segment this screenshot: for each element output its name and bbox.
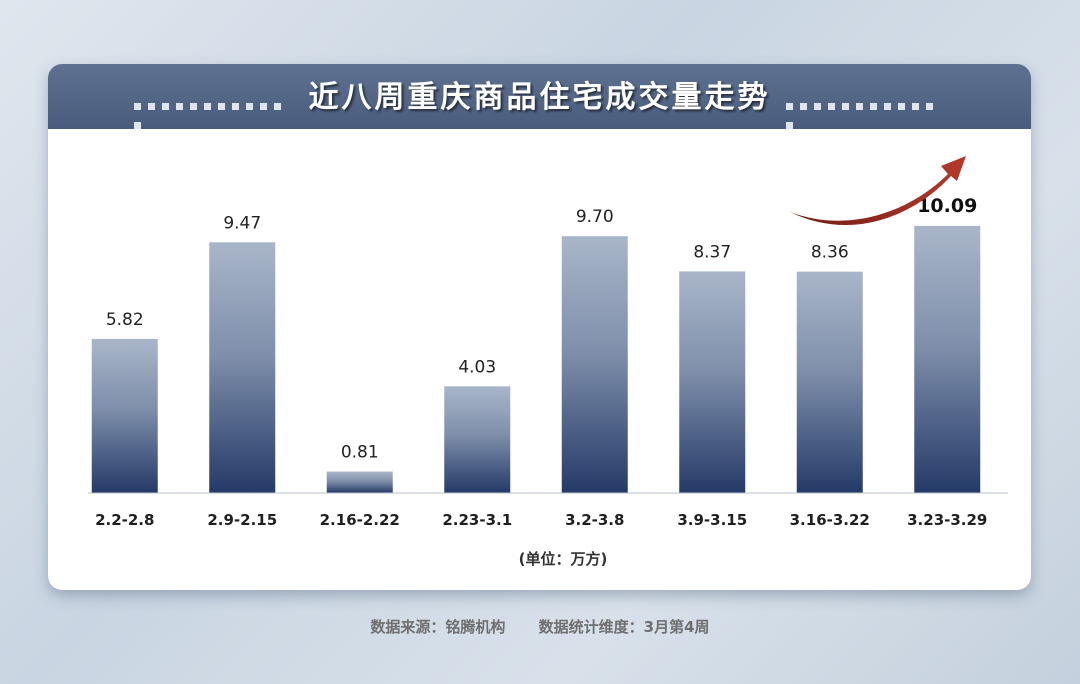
category-label: 3.23-3.29 <box>907 511 987 529</box>
unit-label: (单位：万方) <box>519 550 608 568</box>
title-banner: 近八周重庆商品住宅成交量走势 <box>48 64 1031 129</box>
value-label: 5.82 <box>106 310 144 330</box>
title-dots-left <box>134 95 299 129</box>
value-label: 0.81 <box>341 443 379 463</box>
bar-3.9-3.15 <box>679 271 746 493</box>
category-label: 3.9-3.15 <box>677 511 747 529</box>
bar-3.23-3.29 <box>914 225 981 494</box>
data-source: 数据来源：铭腾机构 <box>370 618 506 636</box>
title-dots-right <box>786 95 951 129</box>
category-label: 3.2-3.8 <box>565 511 624 529</box>
category-label: 2.9-2.15 <box>207 511 277 529</box>
value-label: 4.03 <box>458 357 496 377</box>
chart-title: 近八周重庆商品住宅成交量走势 <box>308 80 771 115</box>
bar-chart: 5.82 2.2-2.8 9.47 2.9-2.15 0.81 2.16-2.22 4.03… <box>88 156 1008 568</box>
category-label: 3.16-3.22 <box>790 511 870 529</box>
category-label: 2.16-2.22 <box>320 511 400 529</box>
value-label: 8.37 <box>693 242 731 262</box>
data-period: 数据统计维度：3月第4周 <box>538 618 710 636</box>
bar-2.9-2.15 <box>209 242 276 493</box>
category-label: 2.23-3.1 <box>442 511 512 529</box>
bar-3.2-3.8 <box>561 236 628 493</box>
category-label: 2.2-2.8 <box>95 511 154 529</box>
bar-2.16-2.22 <box>326 471 393 493</box>
bar-2.23-3.1 <box>444 386 511 493</box>
bar-3.16-3.22 <box>796 271 863 493</box>
value-label: 9.70 <box>576 207 614 227</box>
footer: 数据来源：铭腾机构 数据统计维度：3月第4周 <box>0 616 1080 637</box>
chart-card: 近八周重庆商品住宅成交量走势 5.82 2.2-2.8 9.47 2.9-2.15 0.… <box>48 64 1031 590</box>
value-label: 8.36 <box>811 243 849 263</box>
bar-2.2-2.8 <box>91 338 158 493</box>
trend-arrow-icon <box>790 156 966 226</box>
value-label: 9.47 <box>223 213 261 233</box>
value-label: 10.09 <box>917 195 977 217</box>
